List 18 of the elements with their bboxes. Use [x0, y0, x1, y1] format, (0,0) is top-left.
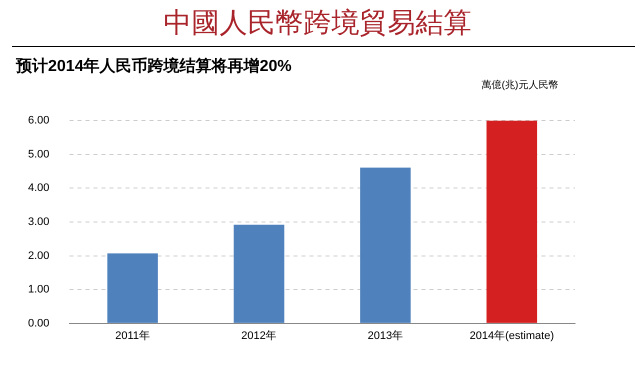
x-tick-label: 2013年: [368, 330, 404, 342]
y-tick-label: 4.00: [28, 182, 50, 194]
bar: [234, 224, 284, 323]
x-tick-label: 2011年: [115, 330, 150, 342]
bar: [107, 253, 158, 323]
y-tick-label: 3.00: [28, 216, 50, 228]
y-tick-label: 0.00: [28, 317, 50, 330]
y-tick-label: 2.00: [28, 250, 50, 262]
chart-title: 中國人民幣跨境貿易結算: [162, 5, 472, 41]
y-tick-label: 5.00: [28, 148, 50, 160]
bar: [360, 168, 411, 323]
y-tick-label: 1.00: [28, 284, 50, 296]
y-tick-label: 6.00: [28, 114, 50, 127]
y-axis-title: 萬億(兆)元人民幣: [480, 78, 560, 92]
x-tick-label: 2012年: [241, 330, 277, 342]
chart-subtitle: 预计2014年人民币跨境结算将再增20%: [16, 56, 292, 77]
x-tick-label: 2014年(estimate): [470, 330, 554, 342]
bar: [486, 120, 538, 323]
